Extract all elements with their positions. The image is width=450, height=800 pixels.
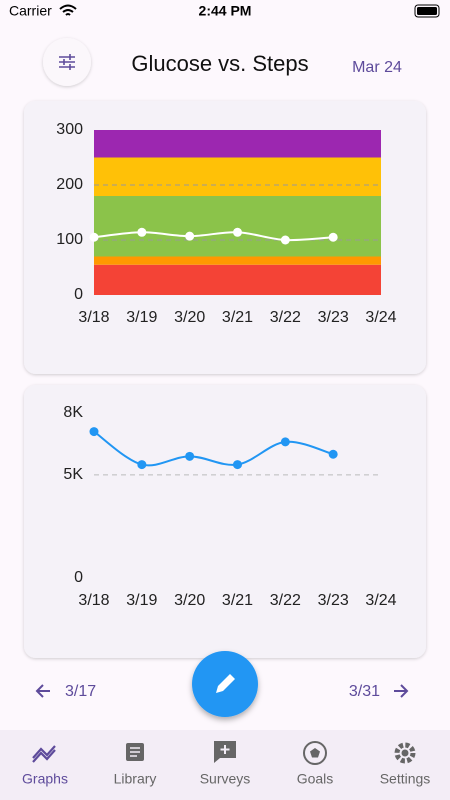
x-tick-label: 3/21 bbox=[222, 592, 253, 609]
data-point bbox=[280, 235, 290, 245]
x-tick-label: 3/21 bbox=[222, 309, 253, 326]
next-label[interactable]: 3/31 bbox=[349, 683, 380, 700]
x-tick-label: 3/22 bbox=[270, 592, 301, 609]
range-band bbox=[94, 196, 381, 257]
data-point bbox=[89, 232, 99, 242]
y-tick-label: 200 bbox=[56, 176, 83, 193]
range-band bbox=[94, 130, 381, 158]
tab-label: Library bbox=[114, 771, 157, 787]
charts: 0 100 200 300 3/18 3/19 3/20 3/21 3/22 3/23 3/24 0 5… bbox=[56, 121, 396, 609]
data-point bbox=[137, 460, 147, 470]
filter-icon-knobs bbox=[63, 54, 71, 70]
x-tick-label: 3/24 bbox=[365, 592, 396, 609]
data-point bbox=[233, 460, 242, 470]
battery bbox=[414, 4, 440, 18]
title: Glucose vs. Steps bbox=[131, 51, 308, 76]
x-tick-label: 3/22 bbox=[270, 309, 301, 326]
settings-core bbox=[401, 749, 409, 757]
data-point bbox=[233, 227, 242, 237]
x-tick-label: 3/19 bbox=[126, 592, 157, 609]
x-tick-label: 3/23 bbox=[318, 309, 349, 326]
carrier: Carrier bbox=[9, 3, 52, 19]
tab-label: Surveys bbox=[200, 771, 251, 787]
wifi-icon bbox=[59, 4, 77, 16]
tabs: Graphs Library Surveys Goals Settings bbox=[22, 771, 430, 787]
tab-label: Graphs bbox=[22, 771, 68, 787]
range-band bbox=[94, 256, 381, 265]
x-tick-label: 3/20 bbox=[174, 592, 205, 609]
data-point bbox=[185, 231, 195, 241]
x-tick-label: 3/24 bbox=[365, 309, 396, 326]
data-point bbox=[137, 227, 147, 237]
y-tick-label: 5K bbox=[63, 466, 83, 483]
prev-label[interactable]: 3/17 bbox=[65, 683, 96, 700]
y-tick-label: 8K bbox=[63, 404, 83, 421]
x-tick-label: 3/19 bbox=[126, 309, 157, 326]
tab-label: Goals bbox=[297, 771, 334, 787]
data-point bbox=[328, 232, 338, 242]
range-band bbox=[94, 264, 381, 295]
y-tick-label: 300 bbox=[56, 121, 83, 138]
x-tick-label: 3/18 bbox=[78, 592, 109, 609]
range-band bbox=[94, 157, 381, 196]
steps-card bbox=[24, 385, 426, 658]
time: 2:44 PM bbox=[199, 3, 252, 19]
data-point bbox=[89, 427, 99, 437]
graphs-icon bbox=[32, 745, 56, 763]
edit-icon bbox=[216, 674, 235, 693]
battery-level bbox=[417, 7, 437, 15]
settings-icon bbox=[394, 742, 416, 764]
next-arrow[interactable] bbox=[394, 684, 409, 698]
y-tick-label: 0 bbox=[74, 286, 83, 303]
goals-ball bbox=[310, 748, 320, 758]
date[interactable]: Mar 24 bbox=[352, 59, 402, 76]
data-point bbox=[185, 451, 195, 461]
filter-icon bbox=[59, 56, 75, 68]
data-point bbox=[328, 449, 338, 459]
surveys-plus bbox=[220, 745, 230, 754]
tab-label: Settings bbox=[380, 771, 431, 787]
x-tick-label: 3/20 bbox=[174, 309, 205, 326]
data-point bbox=[280, 437, 290, 447]
x-tick-label: 3/23 bbox=[318, 592, 349, 609]
x-tick-label: 3/18 bbox=[78, 309, 109, 326]
library-lines bbox=[130, 747, 140, 757]
goals-icon bbox=[303, 741, 327, 765]
prev-arrow[interactable] bbox=[35, 684, 50, 698]
y-tick-label: 0 bbox=[74, 569, 83, 586]
tab-bar bbox=[0, 730, 450, 800]
y-tick-label: 100 bbox=[56, 231, 83, 248]
